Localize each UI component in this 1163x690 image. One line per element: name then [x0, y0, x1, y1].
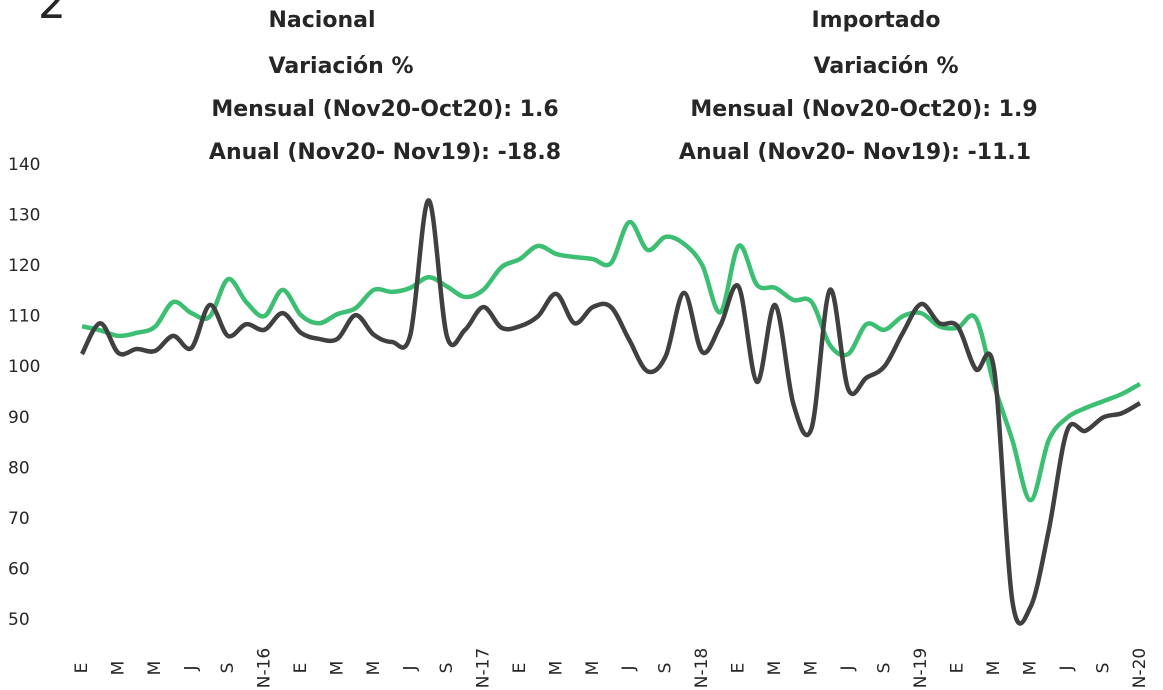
- annotation-line: Anual (Nov20- Nov19): -18.8: [209, 140, 561, 165]
- y-tick-label: 130: [8, 206, 40, 226]
- x-tick-label: M: [765, 661, 785, 676]
- x-tick-label: J: [1057, 665, 1077, 671]
- x-tick-label: M: [364, 661, 384, 676]
- x-tick-label: S: [875, 663, 895, 674]
- x-tick-label: S: [437, 663, 457, 674]
- series-line: [81, 219, 1142, 503]
- x-tick-label: M: [802, 661, 822, 676]
- x-tick-label: N-19: [911, 648, 931, 688]
- x-tick-label: S: [1094, 663, 1114, 674]
- x-tick-label: N-17: [473, 648, 493, 688]
- annotation-title: Nacional: [268, 8, 375, 33]
- x-tick-label: N-16: [254, 648, 274, 688]
- annotation-title: Importado: [811, 8, 940, 33]
- x-tick-label: N-18: [692, 648, 712, 688]
- x-tick-label: E: [510, 663, 530, 674]
- series-line: [79, 198, 1142, 626]
- x-tick-label: J: [400, 665, 420, 671]
- x-tick-label: J: [619, 665, 639, 671]
- x-tick-label: E: [729, 663, 749, 674]
- x-tick-label: M: [145, 661, 165, 676]
- x-tick-label: M: [546, 661, 566, 676]
- x-tick-label: E: [291, 663, 311, 674]
- y-tick-label: 60: [8, 559, 30, 579]
- y-tick-label: 90: [8, 408, 30, 428]
- x-tick-label: N-20: [1130, 648, 1150, 688]
- x-tick-label: M: [583, 661, 603, 676]
- y-tick-label: 50: [8, 610, 30, 630]
- x-tick-label: J: [838, 665, 858, 671]
- x-tick-label: M: [1021, 661, 1041, 676]
- corner-label: 2: [38, 0, 66, 29]
- y-tick-label: 80: [8, 458, 30, 478]
- x-tick-label: M: [984, 661, 1004, 676]
- x-tick-label: M: [327, 661, 347, 676]
- x-tick-label: E: [948, 663, 968, 674]
- x-tick-label: M: [108, 661, 128, 676]
- annotation-line: Variación %: [269, 54, 414, 79]
- y-tick-label: 140: [8, 155, 40, 175]
- x-tick-label: E: [72, 663, 92, 674]
- annotation-line: Mensual (Nov20-Oct20): 1.9: [690, 97, 1037, 122]
- y-tick-label: 110: [8, 307, 40, 327]
- annotation-line: Anual (Nov20- Nov19): -11.1: [679, 140, 1031, 165]
- x-tick-label: S: [656, 663, 676, 674]
- y-tick-label: 70: [8, 509, 30, 529]
- x-tick-label: J: [181, 665, 201, 671]
- annotation-line: Variación %: [814, 54, 959, 79]
- y-tick-label: 120: [8, 256, 40, 276]
- y-tick-label: 100: [8, 357, 40, 377]
- annotation-line: Mensual (Nov20-Oct20): 1.6: [211, 97, 558, 122]
- x-tick-label: S: [218, 663, 238, 674]
